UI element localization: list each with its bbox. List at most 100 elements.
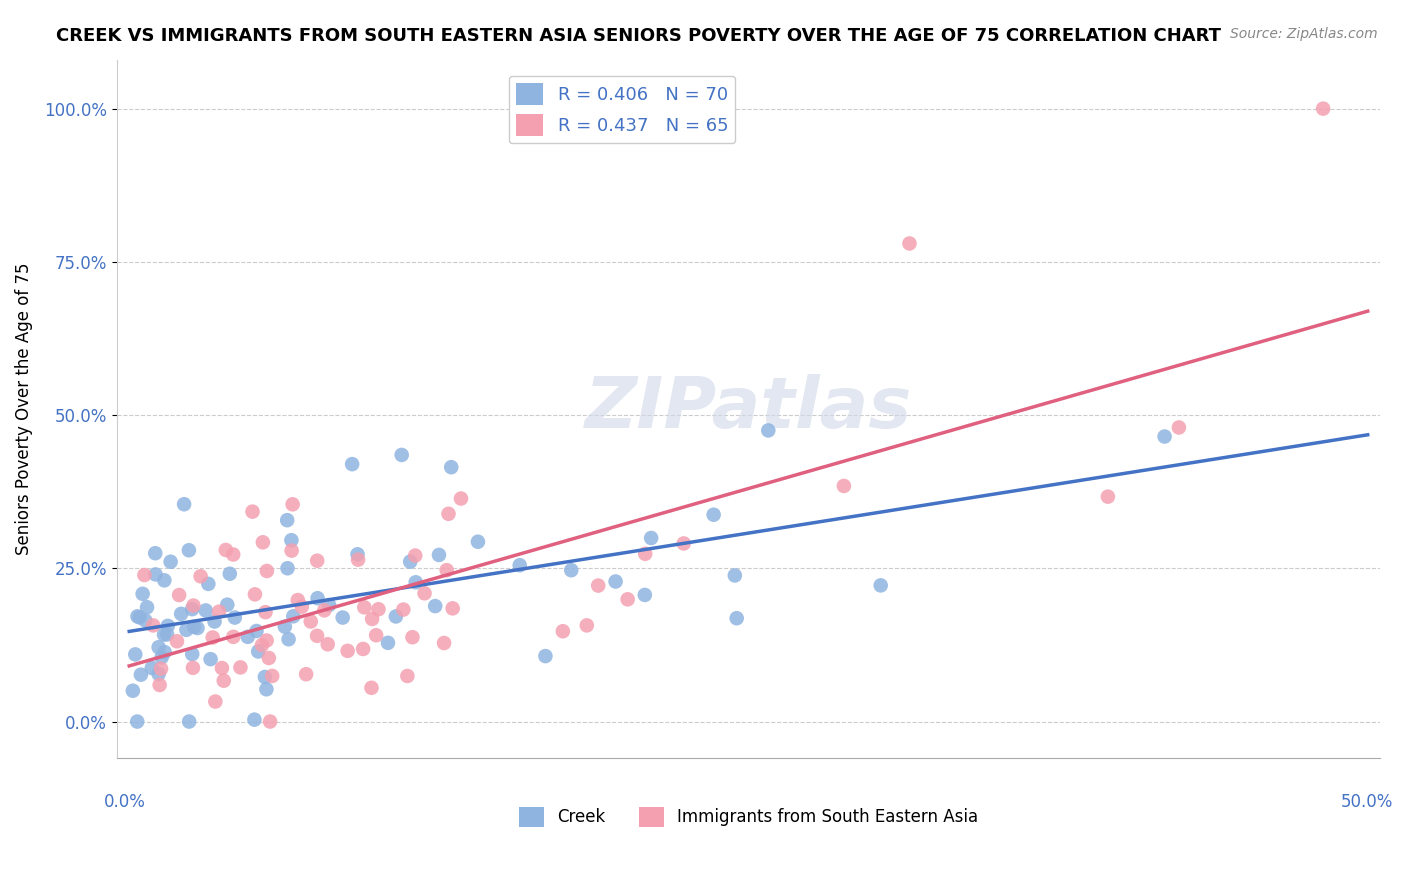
- Point: [186, 621, 208, 635]
- Point: [366, 628, 388, 642]
- Point: [179, 714, 201, 729]
- Point: [236, 630, 259, 644]
- Point: [124, 648, 146, 662]
- Point: [427, 548, 450, 562]
- Point: [1167, 420, 1189, 434]
- Point: [167, 588, 190, 602]
- Point: [405, 575, 427, 590]
- Point: [222, 630, 245, 644]
- Point: [898, 236, 921, 251]
- Point: [217, 598, 239, 612]
- Point: [869, 578, 891, 592]
- Point: [340, 457, 363, 471]
- Point: [134, 613, 156, 627]
- Point: [361, 612, 384, 626]
- Point: [314, 603, 336, 617]
- Point: [276, 513, 298, 527]
- Point: [413, 586, 436, 600]
- Point: [153, 645, 176, 659]
- Point: [200, 652, 222, 666]
- Point: [254, 605, 277, 619]
- Point: [307, 554, 329, 568]
- Point: [436, 563, 458, 577]
- Point: [509, 558, 531, 573]
- Point: [336, 644, 359, 658]
- Text: ZIPatlas: ZIPatlas: [585, 375, 912, 443]
- Point: [276, 561, 298, 575]
- Point: [254, 682, 277, 697]
- Point: [212, 673, 235, 688]
- Point: [159, 555, 181, 569]
- Point: [181, 602, 204, 616]
- Point: [640, 531, 662, 545]
- Point: [143, 546, 166, 560]
- Point: [134, 568, 156, 582]
- Point: [153, 627, 176, 641]
- Point: [131, 587, 153, 601]
- Point: [156, 627, 179, 641]
- Point: [148, 667, 170, 681]
- Point: [703, 508, 725, 522]
- Point: [377, 636, 399, 650]
- Point: [450, 491, 472, 506]
- Legend: Creek, Immigrants from South Eastern Asia: Creek, Immigrants from South Eastern Asi…: [512, 800, 984, 834]
- Point: [243, 587, 266, 601]
- Point: [634, 547, 657, 561]
- Point: [832, 479, 855, 493]
- Point: [194, 603, 217, 617]
- Point: [190, 569, 212, 583]
- Point: [141, 661, 163, 675]
- Point: [401, 630, 423, 644]
- Point: [551, 624, 574, 639]
- Point: [725, 611, 748, 625]
- Point: [534, 649, 557, 664]
- Point: [280, 543, 302, 558]
- Point: [287, 593, 309, 607]
- Point: [1312, 102, 1334, 116]
- Point: [396, 669, 419, 683]
- Point: [197, 577, 219, 591]
- Point: [128, 610, 150, 624]
- Point: [177, 543, 200, 558]
- Point: [229, 660, 252, 674]
- Point: [391, 448, 413, 462]
- Point: [307, 629, 329, 643]
- Point: [224, 610, 246, 624]
- Point: [283, 609, 305, 624]
- Point: [259, 714, 281, 729]
- Point: [218, 566, 240, 581]
- Point: [280, 533, 302, 548]
- Point: [440, 460, 463, 475]
- Point: [385, 609, 408, 624]
- Point: [299, 615, 322, 629]
- Point: [256, 633, 278, 648]
- Point: [256, 564, 278, 578]
- Point: [360, 681, 382, 695]
- Point: [215, 543, 238, 558]
- Point: [274, 619, 297, 633]
- Point: [250, 638, 273, 652]
- Point: [307, 591, 329, 606]
- Point: [242, 505, 264, 519]
- Point: [634, 588, 657, 602]
- Point: [347, 552, 370, 566]
- Point: [201, 631, 224, 645]
- Point: [467, 534, 489, 549]
- Point: [181, 647, 204, 661]
- Point: [756, 424, 779, 438]
- Point: [181, 661, 204, 675]
- Point: [243, 713, 266, 727]
- Point: [183, 620, 205, 634]
- Point: [166, 634, 188, 648]
- Point: [316, 637, 339, 651]
- Point: [724, 568, 747, 582]
- Point: [441, 601, 464, 615]
- Text: CREEK VS IMMIGRANTS FROM SOUTH EASTERN ASIA SENIORS POVERTY OVER THE AGE OF 75 C: CREEK VS IMMIGRANTS FROM SOUTH EASTERN A…: [56, 27, 1222, 45]
- Point: [672, 536, 695, 550]
- Point: [148, 640, 170, 655]
- Point: [208, 605, 231, 619]
- Point: [145, 567, 167, 582]
- Point: [252, 535, 274, 549]
- Point: [281, 497, 304, 511]
- Point: [127, 714, 149, 729]
